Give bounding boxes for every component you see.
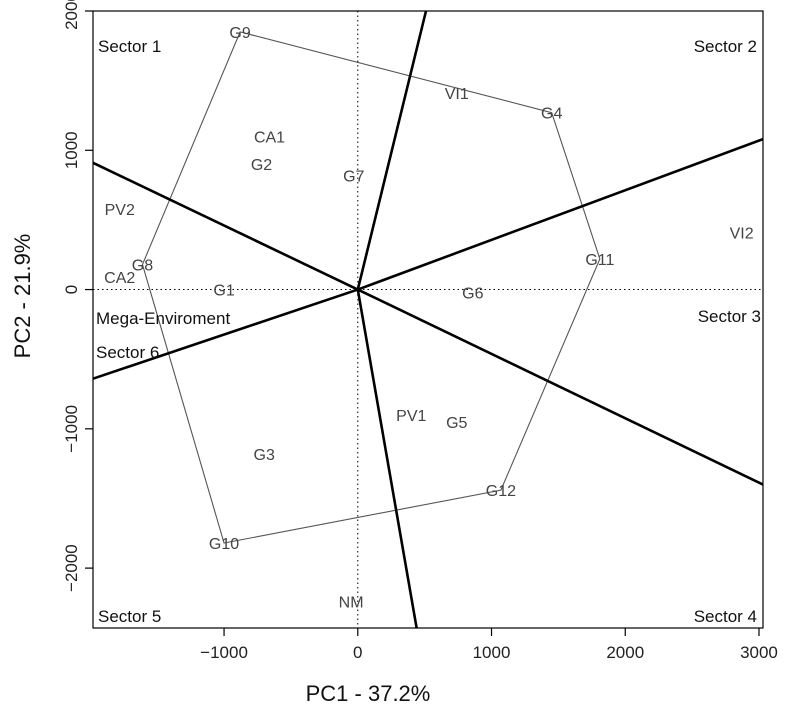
- environment-label-ca2: CA2: [104, 270, 135, 287]
- sector-ray-2: [357, 288, 764, 486]
- y-tick-label: −2000: [62, 544, 81, 592]
- sector-label-6: Mega-Enviroment: [96, 309, 230, 328]
- y-tick-label: 2000: [62, 0, 81, 30]
- y-tick-label: 0: [62, 285, 81, 294]
- genotype-label-g6: G6: [462, 285, 483, 302]
- genotype-label-g7: G7: [343, 168, 364, 185]
- sector-label-5: Sector 5: [98, 607, 161, 626]
- sector-label-4: Sector 4: [694, 607, 757, 626]
- axes: −1000 0 1000 2000 3000 −2000 −1000 0 1000 2000: [62, 0, 778, 662]
- sector-ray-4: [92, 288, 359, 380]
- sector-label-2: Sector 2: [694, 37, 757, 56]
- point-labels: G1 G2 G3 G4 G5 G6 G7 G8 G9 G10 G11 G12 CA1 CA2 PV1 PV2 V…: [104, 25, 754, 612]
- genotype-label-g5: G5: [446, 415, 467, 432]
- plot-frame: [92, 10, 764, 629]
- environment-label-vi2: VI2: [730, 225, 754, 242]
- x-axis-title: PC1 - 37.2%: [306, 681, 431, 706]
- x-tick-label: 0: [353, 643, 362, 662]
- sector-ray-1: [357, 137, 764, 291]
- genotype-label-g1: G1: [213, 283, 234, 300]
- sector-rays: [92, 10, 764, 629]
- reference-lines: [93, 11, 763, 628]
- genotype-label-g8: G8: [132, 257, 153, 274]
- genotype-label-g12: G12: [486, 483, 516, 500]
- genotype-label-g10: G10: [209, 536, 239, 553]
- sector-ray-3: [356, 289, 418, 629]
- sector-label-1: Sector 1: [98, 37, 161, 56]
- sector-ray-5: [92, 161, 359, 291]
- genotype-label-g2: G2: [251, 157, 272, 174]
- genotype-label-g9: G9: [229, 25, 250, 42]
- x-tick-label: 3000: [740, 643, 778, 662]
- genotype-label-g4: G4: [541, 106, 562, 123]
- y-tick-label: −1000: [62, 405, 81, 453]
- x-tick-label: 2000: [606, 643, 644, 662]
- genotype-label-g11: G11: [585, 252, 614, 269]
- genotype-label-g3: G3: [254, 447, 275, 464]
- environment-label-ca1: CA1: [254, 129, 285, 146]
- environment-label-nm: NM: [339, 595, 364, 612]
- y-axis-title: PC2 - 21.9%: [10, 234, 35, 359]
- convex-hull: [141, 31, 601, 544]
- sector-labels: Sector 1 Sector 2 Sector 3 Sector 4 Sector 5…: [96, 37, 761, 626]
- sector-ray-6: [356, 10, 428, 290]
- environment-label-pv2: PV2: [105, 202, 135, 219]
- sector-label-7: Sector 6: [96, 343, 159, 362]
- x-tick-label: 1000: [473, 643, 511, 662]
- sector-label-3: Sector 3: [698, 307, 761, 326]
- x-tick-label: −1000: [200, 643, 248, 662]
- hull-polygon: [141, 31, 601, 544]
- environment-label-pv1: PV1: [396, 408, 426, 425]
- environment-label-vi1: VI1: [445, 86, 469, 103]
- y-tick-label: 1000: [62, 131, 81, 169]
